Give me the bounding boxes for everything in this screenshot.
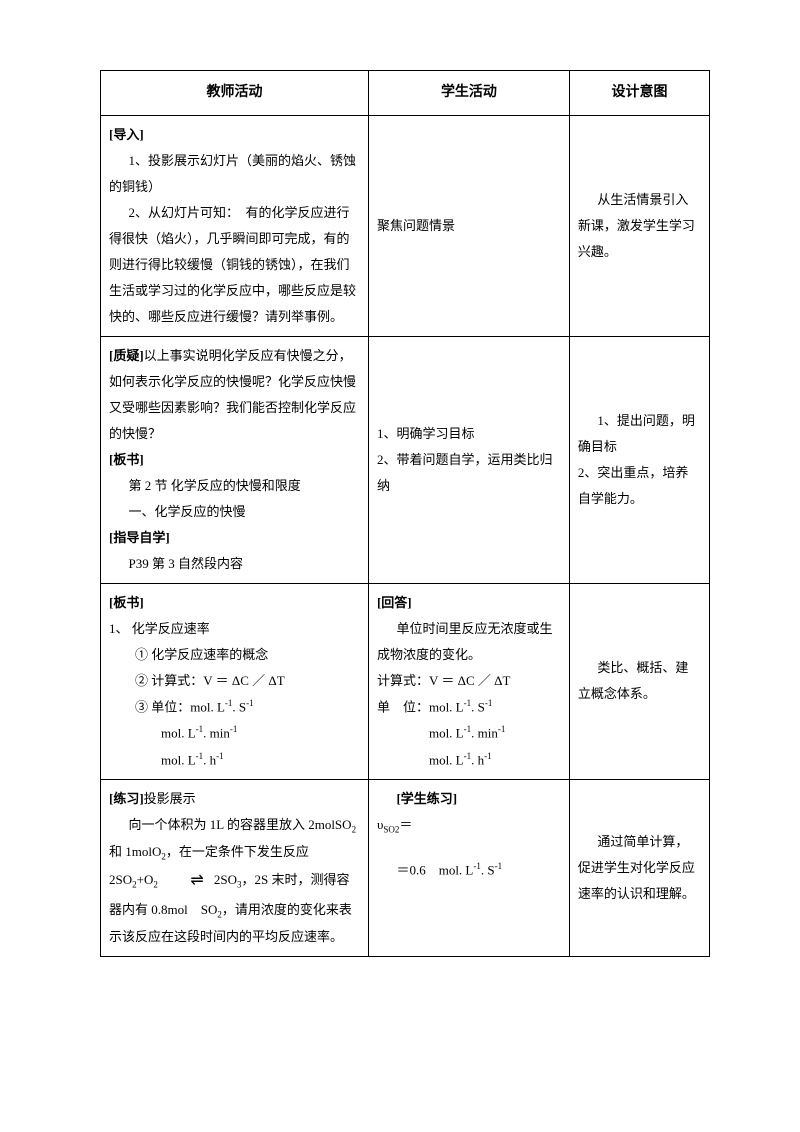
text: 2、突出重点，培养自学能力。 xyxy=(578,460,701,512)
text: 以上事实说明化学反应有快慢之分，如何表示化学反应的快慢呢？化学反应快慢又受哪些因… xyxy=(109,348,356,441)
table-row: [练习]投影展示 向一个体积为 1L 的容器里放入 2molSO2和 1molO… xyxy=(101,779,710,956)
text: mol. L-1. min-1 xyxy=(109,720,360,746)
section-label: [导入] xyxy=(109,127,144,142)
text: 第 2 节 化学反应的快慢和限度 xyxy=(109,473,360,499)
text: ③ 单位：mol. L-1. S-1 xyxy=(109,694,360,720)
text: 1、投影展示幻灯片（美丽的焰火、锈蚀的铜钱） xyxy=(109,148,360,200)
teacher-cell: [板书] 1、 化学反应速率 ① 化学反应速率的概念 ② 计算式：V ＝ ΔC … xyxy=(101,584,369,780)
header-row: 教师活动 学生活动 设计意图 xyxy=(101,71,710,116)
intent-cell: 从生活情景引入新课，激发学生学习兴趣。 xyxy=(569,116,709,337)
text: 类比、概括、建立概念体系。 xyxy=(578,655,701,707)
section-label: [学生练习] xyxy=(396,791,457,806)
teacher-cell: [导入] 1、投影展示幻灯片（美丽的焰火、锈蚀的铜钱） 2、从幻灯片可知： 有的… xyxy=(101,116,369,337)
section-label: [板书] xyxy=(109,595,144,610)
text: 1、提出问题，明确目标 xyxy=(578,408,701,460)
section-label: [回答] xyxy=(377,595,412,610)
section-label: [练习] xyxy=(109,791,144,806)
intent-cell: 通过简单计算，促进学生对化学反应速率的认识和理解。 xyxy=(569,779,709,956)
text: 通过简单计算，促进学生对化学反应速率的认识和理解。 xyxy=(578,829,701,907)
student-cell: [学生练习] υSO2＝ ＝0.6 mol. L-1. S-1 xyxy=(368,779,569,956)
text: 向一个体积为 1L 的容器里放入 2molSO2和 1molO2，在一定条件下发… xyxy=(109,812,360,950)
equilibrium-arrow-icon xyxy=(171,865,201,897)
student-cell: [回答] 单位时间里反应无浓度或生成物浓度的变化。 计算式：V ＝ ΔC ／ Δ… xyxy=(368,584,569,780)
text: 从生活情景引入新课，激发学生学习兴趣。 xyxy=(578,187,701,265)
lesson-plan-table: 教师活动 学生活动 设计意图 [导入] 1、投影展示幻灯片（美丽的焰火、锈蚀的铜… xyxy=(100,70,710,957)
text: 投影展示 xyxy=(144,791,196,806)
table-row: [质疑]以上事实说明化学反应有快慢之分，如何表示化学反应的快慢呢？化学反应快慢又… xyxy=(101,337,710,584)
text: 单 位：mol. L-1. S-1 xyxy=(377,694,561,720)
text: 1、明确学习目标 xyxy=(377,421,561,447)
table-row: [板书] 1、 化学反应速率 ① 化学反应速率的概念 ② 计算式：V ＝ ΔC … xyxy=(101,584,710,780)
intent-cell: 1、提出问题，明确目标 2、突出重点，培养自学能力。 xyxy=(569,337,709,584)
text: ＝0.6 mol. L-1. S-1 xyxy=(377,857,561,883)
text: mol. L-1. min-1 xyxy=(377,720,561,746)
teacher-cell: [练习]投影展示 向一个体积为 1L 的容器里放入 2molSO2和 1molO… xyxy=(101,779,369,956)
text: mol. L-1. h-1 xyxy=(377,747,561,773)
header-intent: 设计意图 xyxy=(569,71,709,116)
text: 计算式：V ＝ ΔC ／ ΔT xyxy=(377,668,561,694)
header-teacher: 教师活动 xyxy=(101,71,369,116)
text: υSO2＝ xyxy=(377,812,561,839)
teacher-cell: [质疑]以上事实说明化学反应有快慢之分，如何表示化学反应的快慢呢？化学反应快慢又… xyxy=(101,337,369,584)
student-cell: 1、明确学习目标 2、带着问题自学，运用类比归纳 xyxy=(368,337,569,584)
text: P39 第 3 自然段内容 xyxy=(109,551,360,577)
intent-cell: 类比、概括、建立概念体系。 xyxy=(569,584,709,780)
text: 2、从幻灯片可知： 有的化学反应进行得很快（焰火），几乎瞬间即可完成，有的则进行… xyxy=(109,200,360,330)
text: 聚焦问题情景 xyxy=(377,213,561,239)
text: mol. L-1. h-1 xyxy=(109,747,360,773)
text: 2、带着问题自学，运用类比归纳 xyxy=(377,447,561,499)
text: ① 化学反应速率的概念 xyxy=(109,642,360,668)
text: 一、化学反应的快慢 xyxy=(109,499,360,525)
table-row: [导入] 1、投影展示幻灯片（美丽的焰火、锈蚀的铜钱） 2、从幻灯片可知： 有的… xyxy=(101,116,710,337)
text: ② 计算式：V ＝ ΔC ／ ΔT xyxy=(109,668,360,694)
section-label: [指导自学] xyxy=(109,530,170,545)
header-student: 学生活动 xyxy=(368,71,569,116)
text: 单位时间里反应无浓度或生成物浓度的变化。 xyxy=(377,616,561,668)
student-cell: 聚焦问题情景 xyxy=(368,116,569,337)
text: 1、 化学反应速率 xyxy=(109,616,360,642)
section-label: [板书] xyxy=(109,452,144,467)
section-label: [质疑] xyxy=(109,348,144,363)
